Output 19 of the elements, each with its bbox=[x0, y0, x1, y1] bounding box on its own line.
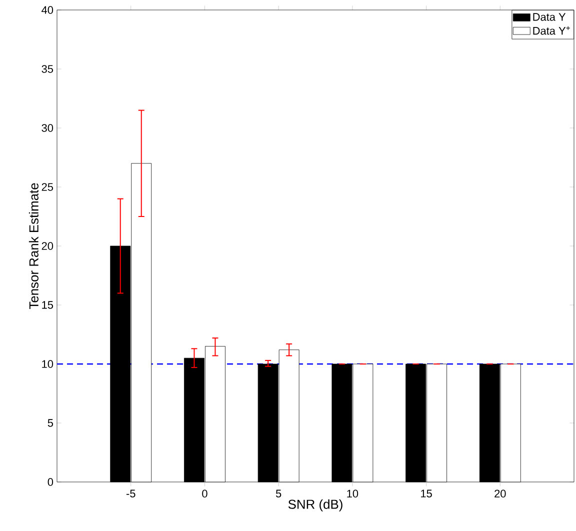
y-axis-title: Tensor Rank Estimate bbox=[28, 183, 38, 310]
y-tick-label: 35 bbox=[42, 65, 54, 73]
x-tick-label: -5 bbox=[126, 490, 136, 498]
y-tick-label: 15 bbox=[42, 301, 54, 309]
legend-label: Data Y bbox=[533, 13, 566, 21]
y-tick-label: 40 bbox=[42, 6, 54, 14]
x-tick-label: 0 bbox=[202, 490, 208, 498]
y-tick-label: 0 bbox=[48, 478, 54, 486]
legend-label: Data Y$^{+}$ bbox=[533, 26, 570, 35]
x-tick-label: 5 bbox=[276, 490, 282, 498]
y-tick-label: 5 bbox=[48, 419, 54, 427]
y-tick-label: 10 bbox=[42, 360, 54, 368]
x-tick-label: 20 bbox=[494, 490, 506, 498]
y-tick-label: 25 bbox=[42, 183, 54, 191]
y-tick-label: 30 bbox=[42, 124, 54, 132]
x-tick-label: 10 bbox=[347, 490, 358, 498]
x-tick-label: 15 bbox=[421, 490, 432, 498]
y-tick-label: 20 bbox=[42, 242, 54, 250]
x-axis-title: SNR (dB) bbox=[288, 499, 342, 512]
